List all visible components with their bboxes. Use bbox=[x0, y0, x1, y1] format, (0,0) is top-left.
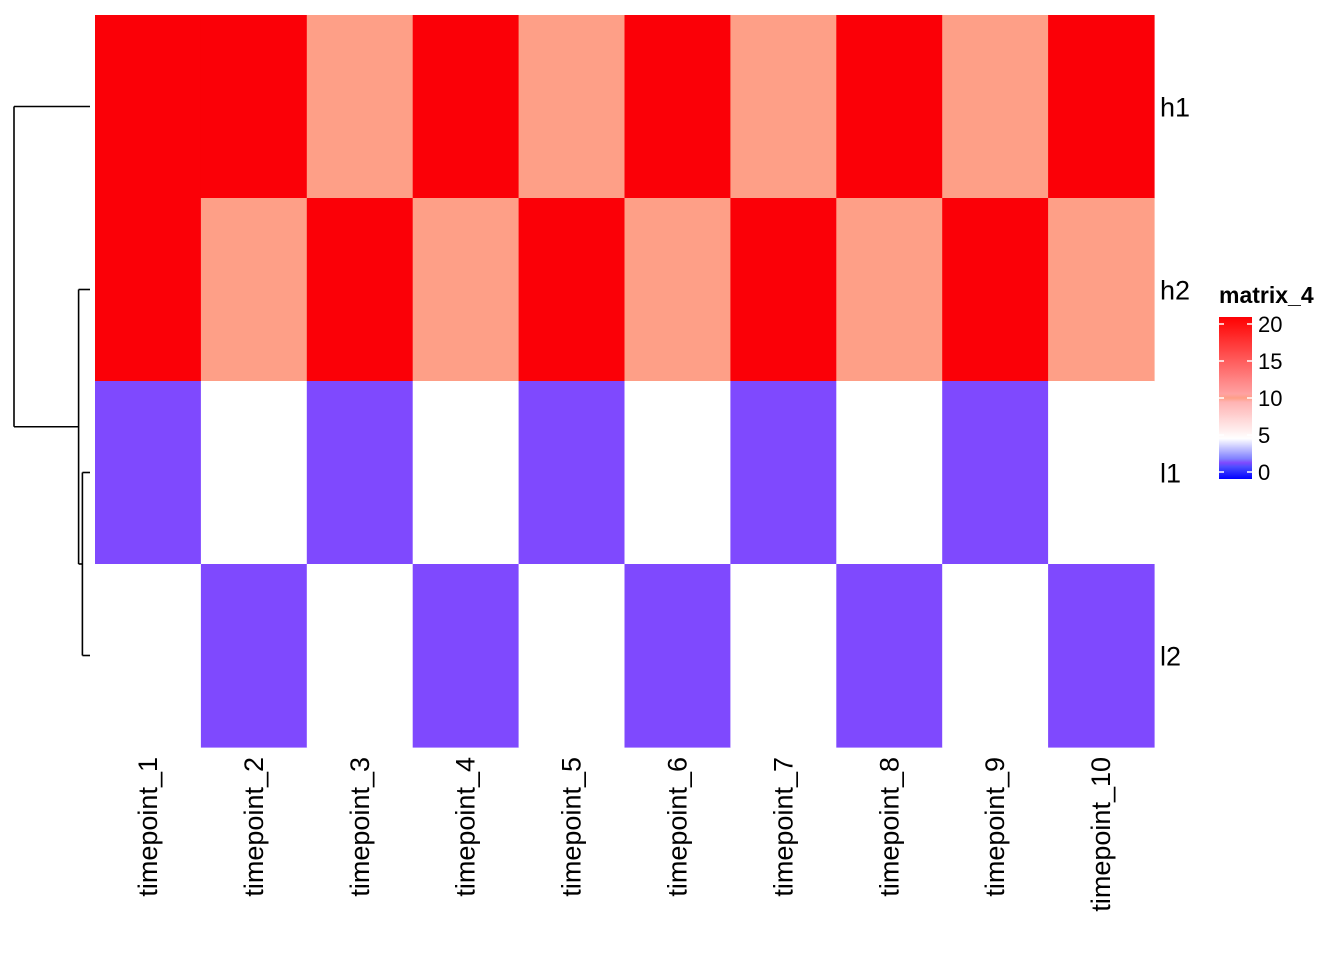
heatmap-cell-h2-timepoint_1 bbox=[95, 198, 202, 382]
heatmap-cell-l1-timepoint_4 bbox=[412, 381, 520, 565]
heatmap-cell-h2-timepoint_3 bbox=[306, 198, 414, 382]
heatmap-cell-h1-timepoint_5 bbox=[518, 15, 626, 199]
row-label-l2: l2 bbox=[1160, 642, 1181, 672]
heatmap-cell-l1-timepoint_10 bbox=[1048, 381, 1155, 565]
heatmap-cell-l2-timepoint_8 bbox=[836, 564, 943, 748]
heatmap-cell-l2-timepoint_6 bbox=[624, 564, 731, 748]
column-label-timepoint_3: timepoint_3 bbox=[345, 757, 375, 897]
heatmap-cell-h2-timepoint_7 bbox=[730, 198, 837, 382]
heatmap-cell-h1-timepoint_10 bbox=[1048, 15, 1155, 199]
heatmap-cell-l2-timepoint_2 bbox=[200, 564, 308, 748]
row-label-h1: h1 bbox=[1160, 93, 1190, 123]
column-label-timepoint_1: timepoint_1 bbox=[133, 757, 163, 897]
column-label-timepoint_2: timepoint_2 bbox=[239, 757, 269, 897]
heatmap-cell-h2-timepoint_8 bbox=[836, 198, 943, 382]
legend-tick-label-5: 5 bbox=[1258, 423, 1270, 448]
row-label-h2: h2 bbox=[1160, 276, 1190, 306]
heatmap-cell-h1-timepoint_7 bbox=[730, 15, 837, 199]
legend-tick-label-0: 0 bbox=[1258, 460, 1270, 485]
heatmap-cell-h2-timepoint_10 bbox=[1048, 198, 1155, 382]
column-label-timepoint_6: timepoint_6 bbox=[662, 757, 692, 897]
heatmap-cell-l1-timepoint_8 bbox=[836, 381, 943, 565]
row-dendrogram bbox=[13, 105, 90, 657]
heatmap-cell-h1-timepoint_9 bbox=[942, 15, 1049, 199]
heatmap-cell-h1-timepoint_8 bbox=[836, 15, 943, 199]
heatmap-cell-h2-timepoint_2 bbox=[200, 198, 308, 382]
heatmap-cell-h2-timepoint_4 bbox=[412, 198, 520, 382]
heatmap-cell-l1-timepoint_2 bbox=[200, 381, 308, 565]
heatmap-cell-l2-timepoint_1 bbox=[95, 564, 202, 748]
heatmap-cell-h1-timepoint_6 bbox=[624, 15, 731, 199]
heatmap-cells bbox=[95, 15, 1155, 748]
legend-tick-label-10: 10 bbox=[1258, 386, 1282, 411]
heatmap-cell-h1-timepoint_2 bbox=[200, 15, 308, 199]
heatmap-cell-l2-timepoint_10 bbox=[1048, 564, 1155, 748]
heatmap-cell-l1-timepoint_9 bbox=[942, 381, 1049, 565]
heatmap-cell-l2-timepoint_4 bbox=[412, 564, 520, 748]
row-labels: h1 h2 l1 l2 bbox=[1160, 93, 1190, 672]
heatmap-cell-l2-timepoint_7 bbox=[730, 564, 837, 748]
heatmap-cell-h1-timepoint_4 bbox=[412, 15, 520, 199]
heatmap-cell-h1-timepoint_3 bbox=[306, 15, 414, 199]
heatmap-cell-h2-timepoint_5 bbox=[518, 198, 626, 382]
legend-tick-label-20: 20 bbox=[1258, 312, 1282, 337]
legend-tick-label-15: 15 bbox=[1258, 349, 1282, 374]
heatmap-cell-l1-timepoint_3 bbox=[306, 381, 414, 565]
heatmap-cell-h1-timepoint_1 bbox=[95, 15, 202, 199]
heatmap-cell-l1-timepoint_5 bbox=[518, 381, 626, 565]
heatmap-cell-l1-timepoint_1 bbox=[95, 381, 202, 565]
color-legend: matrix_4 0 5 10 15 20 bbox=[1219, 282, 1314, 485]
heatmap-cell-h2-timepoint_9 bbox=[942, 198, 1049, 382]
column-label-timepoint_8: timepoint_8 bbox=[874, 757, 904, 897]
heatmap-cell-l2-timepoint_5 bbox=[518, 564, 626, 748]
column-labels: timepoint_1 timepoint_2 timepoint_3 timepoi… bbox=[133, 757, 1116, 912]
legend-color-bar bbox=[1219, 317, 1252, 479]
legend-title: matrix_4 bbox=[1219, 282, 1314, 308]
column-label-timepoint_7: timepoint_7 bbox=[768, 757, 798, 897]
column-label-timepoint_10: timepoint_10 bbox=[1086, 757, 1116, 912]
heatmap-cell-l2-timepoint_3 bbox=[306, 564, 414, 748]
heatmap-cell-h2-timepoint_6 bbox=[624, 198, 731, 382]
column-label-timepoint_4: timepoint_4 bbox=[451, 757, 481, 897]
column-label-timepoint_9: timepoint_9 bbox=[980, 757, 1010, 897]
heatmap-cell-l2-timepoint_9 bbox=[942, 564, 1049, 748]
heatmap-cell-l1-timepoint_7 bbox=[730, 381, 837, 565]
legend-ticks: 0 5 10 15 20 bbox=[1219, 312, 1282, 485]
row-label-l1: l1 bbox=[1160, 459, 1181, 489]
column-label-timepoint_5: timepoint_5 bbox=[557, 757, 587, 897]
heatmap-cell-l1-timepoint_6 bbox=[624, 381, 731, 565]
